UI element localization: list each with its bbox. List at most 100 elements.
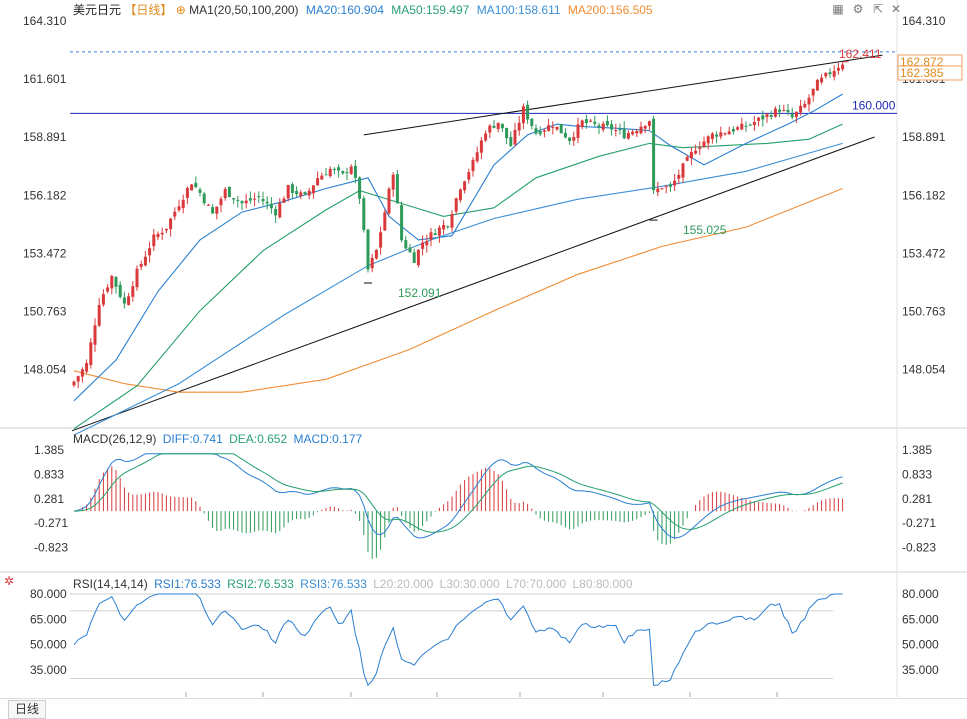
price-pane-header: 美元日元 【日线】 ⊕ MA1(20,50,100,200) MA20:160.… (73, 3, 653, 17)
candle-body (202, 193, 206, 204)
candle-body (362, 198, 366, 231)
period-tab-daily[interactable]: 日线 (8, 700, 47, 719)
settings-icon[interactable]: ⚙ (852, 2, 864, 16)
macd-tick-right: 0.833 (902, 467, 932, 481)
candle-body (282, 198, 286, 203)
candle-body (786, 109, 790, 113)
price-tick-right: 150.763 (902, 305, 946, 319)
candle-body (194, 182, 198, 188)
candle-body (164, 228, 168, 231)
candle-body (824, 72, 828, 77)
candle-body (337, 167, 341, 171)
low-label-152: 152.091 (398, 286, 442, 300)
candle-body (148, 248, 152, 256)
candle-body (496, 122, 500, 129)
candle-body (660, 188, 664, 190)
candle-body (206, 204, 210, 206)
ma-indicator-title[interactable]: MA1(20,50,100,200) (189, 3, 299, 17)
ma200-line (73, 187, 843, 393)
candle-body (332, 168, 336, 170)
candle-body (484, 133, 488, 141)
candle-body (752, 121, 756, 126)
candle-body (244, 200, 248, 204)
candle-body (177, 206, 181, 211)
rsi-title[interactable]: RSI(14,14,14) (73, 577, 148, 591)
candle-body (698, 147, 702, 149)
candle-body (668, 184, 672, 187)
macd-tick-left: -0.271 (34, 516, 68, 530)
rsi-tick-left: 35.000 (30, 663, 67, 677)
macd-tick-left: 1.385 (34, 443, 64, 457)
candle-body (122, 297, 126, 304)
macd-tick-right: -0.823 (902, 541, 936, 555)
candle-body (80, 369, 84, 377)
candle-body (509, 137, 513, 147)
candle-body (773, 108, 777, 117)
period-badge[interactable]: 【日线】 (124, 3, 173, 17)
rsi-tick-right: 50.000 (902, 638, 939, 652)
candle-body (463, 181, 467, 191)
rsi-l70: L70:70.000 (506, 577, 567, 591)
candle-body (353, 165, 357, 178)
candle-body (555, 126, 559, 130)
price-tick-left: 153.472 (23, 246, 67, 260)
candle-body (156, 233, 160, 238)
candle-body (471, 159, 475, 172)
candle-body (731, 128, 735, 132)
candle-body (488, 125, 492, 133)
price-tick-right: 156.182 (902, 188, 946, 202)
candle-body (85, 363, 89, 372)
link-icon[interactable]: ⊕ (175, 3, 186, 17)
candle-body (719, 132, 723, 137)
candle-body (618, 128, 622, 131)
candle-body (841, 64, 845, 70)
collapse-icon[interactable]: ⇱ (872, 2, 884, 16)
rsi-pane-header: RSI(14,14,14) RSI1:76.533 RSI2:76.533 RS… (73, 577, 633, 591)
candle-body (223, 188, 227, 199)
candle-body (689, 152, 693, 159)
candle-body (261, 198, 265, 202)
macd-title[interactable]: MACD(26,12,9) (73, 432, 157, 446)
candle-body (316, 178, 320, 186)
candle-body (349, 166, 353, 174)
candle-body (605, 121, 609, 126)
candle-body (135, 268, 139, 288)
candle-body (341, 171, 345, 174)
ma100-value: MA100:158.611 (476, 3, 561, 17)
bell-icon[interactable]: ✲ (3, 574, 15, 588)
candle-body (400, 205, 404, 241)
candle-body (190, 184, 194, 191)
candle-body (794, 111, 798, 118)
candle-body (832, 70, 836, 77)
candle-body (757, 117, 761, 121)
level-label-160: 160.000 (852, 98, 896, 112)
candle-body (299, 192, 303, 196)
candle-body (358, 177, 362, 199)
candle-body (530, 118, 534, 127)
ma50-value: MA50:159.497 (391, 3, 470, 17)
candle-body (836, 67, 840, 71)
candle-body (475, 152, 479, 162)
candle-body (815, 79, 819, 91)
macd-tick-right: 1.385 (902, 443, 932, 457)
candle-body (454, 198, 458, 212)
candle-body (723, 133, 727, 135)
candle-body (72, 381, 76, 386)
candle-body (211, 207, 215, 214)
price-tick-left: 150.763 (23, 305, 67, 319)
candle-body (295, 190, 299, 195)
candle-body (584, 119, 588, 124)
candle-body (547, 125, 551, 131)
candle-body (370, 257, 374, 269)
candle-body (467, 172, 471, 180)
candle-body (374, 249, 378, 259)
candle-body (736, 127, 740, 130)
square-grid-icon[interactable]: ▦ (832, 2, 844, 16)
candle-body (614, 130, 618, 132)
candle-body (542, 130, 546, 132)
candle-body (395, 174, 399, 204)
rsi1-value: RSI1:76.533 (154, 577, 221, 591)
candle-body (635, 131, 639, 134)
close-icon[interactable]: ✕ (890, 2, 902, 16)
